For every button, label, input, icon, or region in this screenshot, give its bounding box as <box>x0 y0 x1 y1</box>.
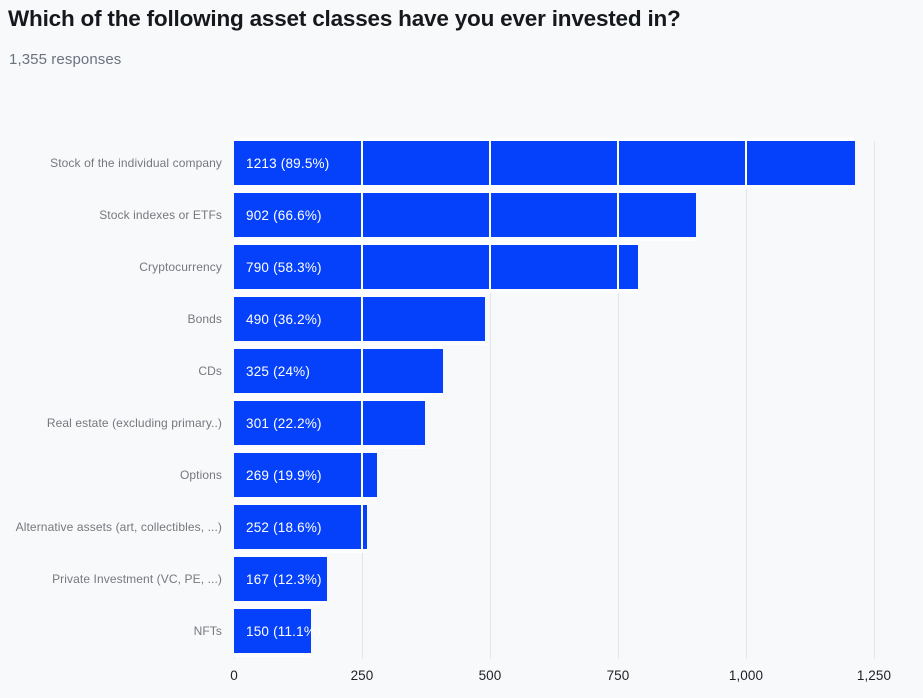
category-label: Bonds <box>187 312 222 326</box>
gridline-over-bar <box>617 141 619 185</box>
gridline-over-bar <box>489 193 491 237</box>
x-tick-label: 1,000 <box>728 668 764 683</box>
chart-title: Which of the following asset classes hav… <box>8 6 681 31</box>
x-tick-label: 0 <box>230 668 238 683</box>
bar: 301 (22.2%) <box>234 397 425 449</box>
bar-value-label: 301 (22.2%) <box>246 415 322 431</box>
bar-value-label: 325 (24%) <box>246 363 311 379</box>
category-label: Private Investment (VC, PE, ...) <box>52 572 222 586</box>
gridline-over-bar <box>489 245 491 289</box>
bar: 150 (11.1%) <box>234 605 321 657</box>
category-label: Cryptocurrency <box>139 260 222 274</box>
gridline-over-bar <box>361 297 363 341</box>
bar-value-label: 790 (58.3%) <box>246 259 322 275</box>
gridline-over-bar <box>361 349 363 393</box>
bar-value-label: 269 (19.9%) <box>246 467 322 483</box>
bar-value-label: 902 (66.6%) <box>246 207 322 223</box>
bar-value-label: 167 (12.3%) <box>246 571 322 587</box>
gridline-over-bar <box>361 505 363 549</box>
gridline-over-bar <box>361 193 363 237</box>
bar-value-label: 150 (11.1%) <box>246 623 321 639</box>
gridline-over-bar <box>361 401 363 445</box>
gridline-over-bar <box>361 141 363 185</box>
gridline <box>618 141 619 659</box>
bar: 269 (19.9%) <box>234 449 377 501</box>
bar: 790 (58.3%) <box>234 241 638 293</box>
x-tick-label: 1,250 <box>856 668 892 683</box>
bar-value-label: 490 (36.2%) <box>246 311 322 327</box>
category-label: CDs <box>198 364 222 378</box>
bar: 167 (12.3%) <box>234 553 327 605</box>
gridline-over-bar <box>361 245 363 289</box>
bar: 902 (66.6%) <box>234 189 696 241</box>
gridline-over-bar <box>361 453 363 497</box>
bar: 252 (18.6%) <box>234 501 367 553</box>
category-label: Options <box>179 468 222 482</box>
category-label: Alternative assets (art, collectibles, .… <box>15 520 222 534</box>
bar: 1213 (89.5%) <box>234 137 855 189</box>
gridline <box>746 141 747 659</box>
response-count: 1,355 responses <box>9 51 122 68</box>
x-tick-label: 250 <box>350 668 374 683</box>
gridline-over-bar <box>489 141 491 185</box>
gridline-over-bar <box>617 193 619 237</box>
gridline <box>490 141 491 659</box>
category-label: Real estate (excluding primary..) <box>46 416 222 430</box>
category-label: Stock indexes or ETFs <box>99 208 222 222</box>
gridline <box>874 141 875 659</box>
category-label: NFTs <box>193 624 222 638</box>
gridline-over-bar <box>745 141 747 185</box>
x-tick-label: 750 <box>606 668 630 683</box>
bar: 490 (36.2%) <box>234 293 485 345</box>
category-label: Stock of the individual company <box>50 156 222 170</box>
bar: 325 (24%) <box>234 345 443 397</box>
bar-value-label: 252 (18.6%) <box>246 519 322 535</box>
x-tick-label: 500 <box>478 668 502 683</box>
gridline-over-bar <box>617 245 619 289</box>
bar-value-label: 1213 (89.5%) <box>246 155 330 171</box>
